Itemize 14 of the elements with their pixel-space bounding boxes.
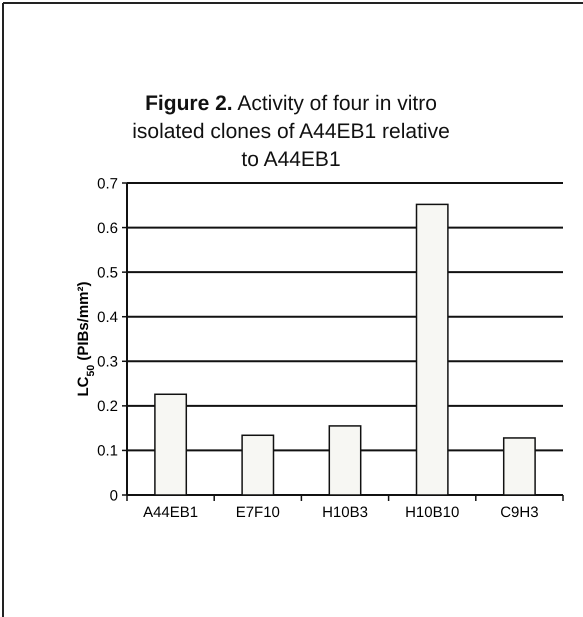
chart-title: Figure 2. Activity of four in vitro isolated clones of A44EB1 relative to A44EB1 xyxy=(132,92,450,171)
x-tick-label: A44EB1 xyxy=(143,504,198,521)
y-tick-label: 0 xyxy=(110,487,118,504)
y-tick-label: 0.1 xyxy=(97,442,118,460)
y-tick-label: 0.5 xyxy=(97,264,118,282)
y-tick-label: 0.2 xyxy=(97,398,118,416)
y-tick-label: 0.7 xyxy=(97,175,118,192)
y-tick-label: 0.4 xyxy=(97,308,118,326)
x-tick-label: C9H3 xyxy=(500,504,539,521)
x-tick-label: H10B10 xyxy=(405,504,460,521)
x-tick-label: E7F10 xyxy=(236,504,280,521)
y-tick-label: 0.3 xyxy=(97,354,118,371)
x-tick-label: H10B3 xyxy=(322,504,368,521)
y-tick-label: 0.6 xyxy=(97,220,118,237)
